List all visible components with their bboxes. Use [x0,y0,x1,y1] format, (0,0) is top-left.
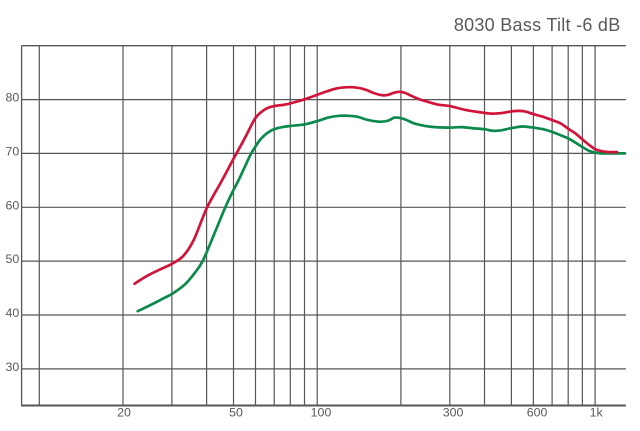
svg-text:100: 100 [311,406,332,420]
svg-text:30: 30 [6,360,20,374]
svg-text:60: 60 [6,198,20,212]
svg-text:50: 50 [6,252,20,266]
svg-text:80: 80 [6,91,20,105]
svg-text:70: 70 [6,144,20,158]
svg-text:20: 20 [117,406,131,420]
svg-text:8030 Bass Tilt -6 dB: 8030 Bass Tilt -6 dB [454,15,621,35]
svg-text:40: 40 [6,306,20,320]
svg-text:50: 50 [229,406,243,420]
svg-text:600: 600 [527,406,548,420]
svg-text:1k: 1k [590,406,604,420]
svg-text:300: 300 [443,406,464,420]
